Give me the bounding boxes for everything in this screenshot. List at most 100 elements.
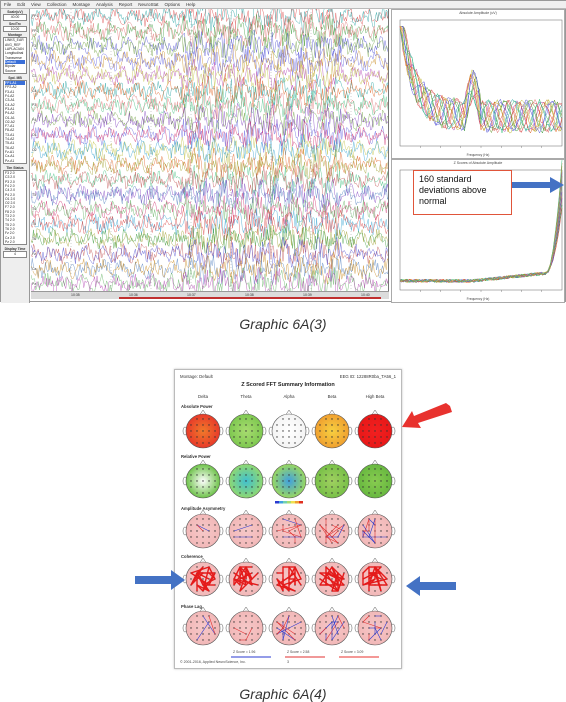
electrode-dot [214,474,216,476]
channel-item[interactable]: F7-A1 [5,124,15,129]
channel-item[interactable]: FP2-A2 [5,85,17,90]
time-status-item[interactable]: C4 2.0 [5,188,15,193]
time-status-item[interactable]: T5 2.0 [5,222,15,227]
channel-item[interactable]: T3-A1 [5,132,15,137]
channel-list[interactable]: FP1-A1 FP2-A2 F3-A1 F4-A2 C3-A1 C4-A2 P3-A1 P4-… [3,80,27,164]
time-status-item[interactable]: O2 2.0 [5,201,16,206]
montage-item[interactable]: Default [5,59,25,65]
electrode-dot [245,530,247,532]
electrode-dot [276,424,278,426]
montage-item[interactable]: AVG_REF [5,42,21,47]
connection-line [276,578,284,592]
channel-item[interactable]: F8-A2 [5,128,15,133]
menu-item-help[interactable]: Help [186,2,196,7]
channel-item[interactable]: FP1-A1 [5,81,25,86]
time-status-item[interactable]: P3 2.0 [5,179,15,184]
band-header-alpha: Alpha [283,394,295,399]
menu-item-report[interactable]: Report [118,2,133,7]
electrode-dot [288,436,290,438]
montage-item[interactable]: LINKS_EAR [5,38,24,43]
electrode-dot [239,524,241,526]
time-status-item[interactable]: Cz 2.0 [5,235,15,240]
electrode-dot [331,492,333,494]
time-status-item[interactable]: Fz 2.0 [5,231,15,236]
channel-item[interactable]: F4-A2 [5,94,15,99]
montage-item[interactable]: Transverse [5,55,22,60]
connection-line [202,615,216,635]
channel-item[interactable]: O1-A1 [5,115,15,120]
channel-item[interactable]: C4-A2 [5,102,15,107]
electrode-dot [380,524,382,526]
channel-item[interactable]: Cz-A1 [5,154,15,159]
montage-item[interactable]: Source [5,68,16,73]
time-status-item[interactable]: F4 2.0 [5,183,15,188]
caption-graphic-b: Graphic 6A(4) [239,686,327,702]
electrode-dot [337,436,339,438]
channel-item[interactable]: Pz-A1 [5,158,15,163]
electrode-dot [374,590,376,592]
electrode-dot [196,627,198,629]
channel-item[interactable]: T5-A1 [5,141,15,146]
electrode-dot [190,430,192,432]
connection-line [337,615,345,629]
time-status-item[interactable]: P4 2.0 [5,192,15,197]
channel-item[interactable]: C3-A1 [5,98,15,103]
montage-item[interactable]: LAPLACIAN [5,47,24,52]
channel-item[interactable]: P3-A1 [5,106,15,111]
montage-label: Montage [8,33,22,38]
electrode-dot [331,430,333,432]
epoch-field[interactable]: 10.00 [3,25,27,33]
montage-list[interactable]: LINKS_EAR AVG_REF LAPLACIAN Longitudinal Tra… [3,37,27,74]
spectrum-line [399,204,563,284]
electrode-dot [343,536,345,538]
time-status-item[interactable]: T3 2.0 [5,214,15,219]
time-status-item[interactable]: F8 2.0 [5,209,15,214]
connection-line [208,572,216,580]
time-status-item[interactable]: T6 2.0 [5,226,15,231]
electrode-dot [374,424,376,426]
electrode-dot [282,480,284,482]
channel-item[interactable]: O2-A2 [5,119,15,124]
time-status-item[interactable]: C3 2.0 [5,175,15,180]
electrode-dot [300,633,302,635]
menu-item-edit[interactable]: Edit [17,2,26,7]
channel-item[interactable]: T6-A2 [5,145,15,150]
eeg-time-scrollbar[interactable]: 10:35 10:36 10:37 10:38 10:39 10:40 [31,291,389,299]
channel-item[interactable]: F3-A1 [5,89,15,94]
time-status-item[interactable]: T4 2.0 [5,218,15,223]
time-status-list[interactable]: F3 2.0 C3 2.0 P3 2.0 F4 2.0 C4 2.0 P4 2.0 O1 2… [3,170,27,246]
scale-field[interactable]: 40.00 [3,14,27,21]
display-time-field[interactable]: 4 [3,251,27,258]
time-status-item[interactable]: F7 2.0 [5,205,15,210]
menu-item-montage[interactable]: Montage [72,2,90,7]
channel-item[interactable]: T4-A2 [5,137,15,142]
menu-item-view[interactable]: View [31,2,41,7]
menu-item-analysis[interactable]: Analysis [96,2,113,7]
eeg-trace-cz [31,251,388,285]
electrode-dot [276,436,278,438]
electrode-dot [325,424,327,426]
electrode-dot [331,480,333,482]
eeg-trace-f8 [31,162,388,198]
electrode-dot [196,633,198,635]
time-status-item[interactable]: O1 2.0 [5,196,16,201]
time-status-item[interactable]: F3 2.0 [5,171,15,176]
menu-item-file[interactable]: File [4,2,12,7]
montage-item[interactable]: Longitudinal [5,51,24,56]
electrode-dot [282,468,284,470]
eeg-trace-panel[interactable]: FP1 FP2 F3 F4 C3 C4 P3 P4 O1 O2 F7 F8 T3 T4 T5 T6 Fz Cz Pz [31,9,389,299]
selected-epoch-strip[interactable] [119,297,381,299]
channel-item[interactable]: Fz-A1 [5,149,15,154]
eeg-software-screenshot: File Edit View Collection Montage Analysis Rep… [0,0,566,303]
menu-item-neurostat[interactable]: NeuroStat [138,2,159,7]
menu-item-collection[interactable]: Collection [46,2,67,7]
eeg-trace-f3 [31,29,388,63]
montage-item[interactable]: Bipolar [5,64,16,69]
channel-item[interactable]: P4-A2 [5,111,15,116]
time-status-item[interactable]: Pz 2.0 [5,239,15,244]
zscore-fft-report: Montage: Default EEG ID: 12288R0ba_TA56_… [174,369,402,669]
menu-item-options[interactable]: Options [164,2,181,7]
electrode-dot [374,480,376,482]
electrode-dot [380,621,382,623]
electrode-dot [208,480,210,482]
